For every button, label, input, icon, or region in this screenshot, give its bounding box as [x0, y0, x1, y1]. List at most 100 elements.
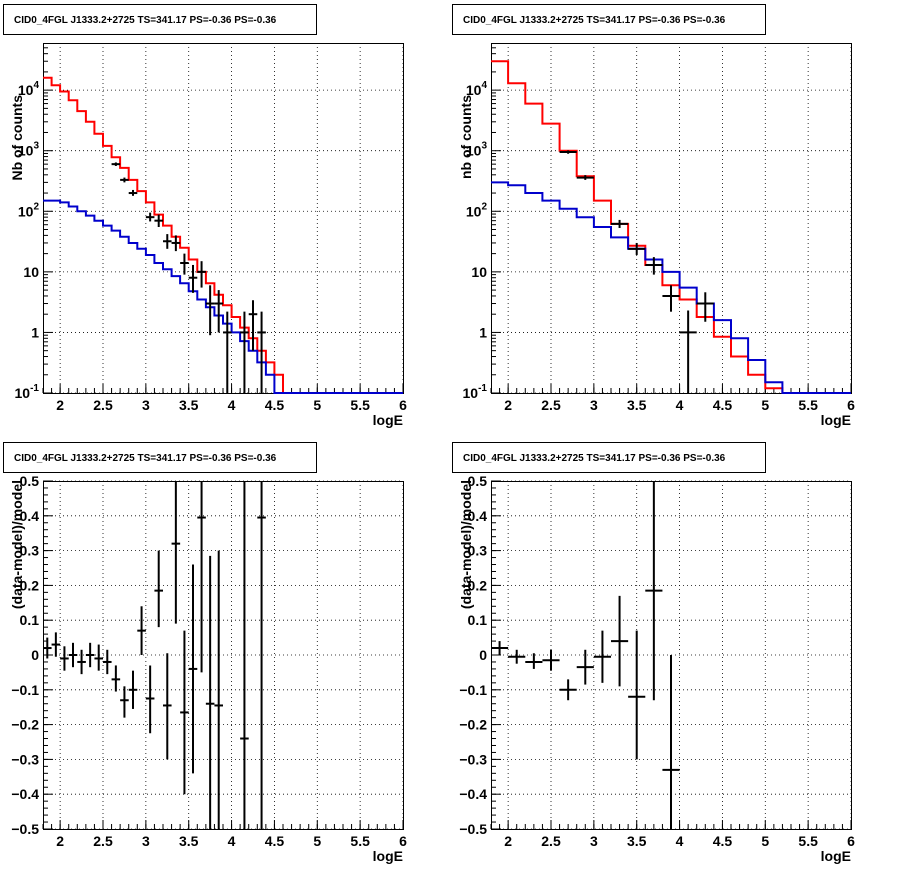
x-tick-label: 5: [761, 397, 769, 413]
x-tick-label: 3.5: [179, 397, 199, 413]
panel-1: CID0_4FGL J1333.2+2725 TS=341.17 PS=-0.3…: [3, 4, 407, 428]
data-point: [576, 649, 594, 685]
x-tick-label: 5.5: [798, 397, 818, 413]
x-tick-label: 2: [56, 833, 64, 849]
data-point: [51, 632, 61, 657]
y-tick-label: 0.5: [20, 473, 40, 489]
panel-3: CID0_4FGL J1333.2+2725 TS=341.17 PS=-0.3…: [3, 442, 407, 864]
data-point: [188, 264, 198, 293]
y-axis-label: (data-model)/model: [458, 480, 474, 609]
data-point: [645, 481, 663, 701]
data-point: [128, 670, 138, 709]
x-axis-label: logE: [373, 848, 403, 864]
data-point: [111, 162, 121, 166]
x-tick-label: 4: [228, 397, 236, 413]
y-tick-label: 10: [471, 264, 487, 280]
x-tick-label: 6: [399, 397, 407, 413]
y-tick-label: 102: [18, 201, 40, 219]
title-box: [452, 442, 766, 473]
data-point: [197, 261, 206, 288]
y-tick-label: 103: [466, 141, 488, 159]
data-point: [111, 665, 121, 692]
data-point: [77, 649, 86, 675]
data-point: [576, 175, 594, 180]
y-tick-label: 0.2: [468, 577, 488, 593]
data-point: [128, 189, 138, 196]
data-point: [223, 311, 232, 393]
x-tick-label: 2: [504, 833, 512, 849]
y-tick-label: 0.1: [468, 612, 488, 628]
plot-frame: [43, 43, 404, 394]
y-tick-label: 103: [18, 141, 40, 159]
x-tick-label: 2.5: [93, 833, 113, 849]
x-tick-label: 4: [676, 833, 684, 849]
data-point: [628, 630, 646, 760]
data-point: [559, 679, 577, 701]
x-tick-label: 6: [847, 397, 855, 413]
y-tick-label: −0.3: [459, 751, 487, 767]
y-tick-label: 1: [479, 324, 487, 340]
x-axis-label: logE: [373, 412, 403, 428]
data-point: [257, 311, 266, 393]
y-tick-label: 0.3: [20, 543, 40, 559]
data-point: [163, 653, 172, 760]
data-point: [525, 653, 543, 669]
x-axis-label: logE: [821, 412, 851, 428]
y-tick-label: 0.3: [468, 543, 488, 559]
y-axis-label: Nb of counts: [9, 95, 25, 181]
chart-title: CID0_4FGL J1333.2+2725 TS=341.17 PS=-0.3…: [14, 15, 277, 26]
data-point: [240, 481, 249, 829]
y-tick-label: −0.5: [459, 821, 487, 837]
data-point: [137, 606, 146, 655]
x-tick-label: 3: [590, 397, 598, 413]
data-point: [662, 285, 680, 312]
y-tick-label: 104: [18, 80, 40, 98]
data-point: [542, 649, 560, 671]
x-tick-label: 5.5: [798, 833, 818, 849]
data-point: [214, 290, 223, 333]
y-tick-label: 104: [466, 80, 488, 98]
panel-2: CID0_4FGL J1333.2+2725 TS=341.17 PS=-0.3…: [452, 4, 855, 428]
data-point: [645, 257, 663, 275]
y-tick-label: 10-1: [15, 383, 40, 401]
x-tick-label: 2: [56, 397, 64, 413]
x-tick-label: 5: [313, 397, 321, 413]
x-tick-label: 6: [399, 833, 407, 849]
x-tick-label: 2.5: [93, 397, 113, 413]
title-box: [3, 4, 317, 35]
component-model-histogram: [43, 199, 403, 394]
panel-4: CID0_4FGL J1333.2+2725 TS=341.17 PS=-0.3…: [452, 442, 855, 864]
y-tick-label: −0.1: [11, 682, 39, 698]
y-axis-label: nb of counts: [458, 95, 474, 179]
y-tick-label: 0.4: [20, 508, 40, 524]
x-tick-label: 4: [228, 833, 236, 849]
data-point: [154, 214, 163, 228]
data-point: [197, 481, 206, 673]
y-axis-label: (data-model)/model: [9, 480, 25, 609]
data-point: [180, 630, 189, 795]
y-tick-label: 0.5: [468, 473, 488, 489]
title-box: [3, 442, 317, 473]
x-tick-label: 5: [761, 833, 769, 849]
data-point: [85, 642, 95, 668]
data-point: [257, 481, 266, 829]
chart-title: CID0_4FGL J1333.2+2725 TS=341.17 PS=-0.3…: [463, 453, 726, 464]
data-point: [611, 219, 629, 228]
x-tick-label: 3: [590, 833, 598, 849]
x-tick-label: 2.5: [541, 833, 561, 849]
data-point: [43, 637, 52, 659]
x-tick-label: 4.5: [265, 833, 285, 849]
x-tick-label: 4.5: [713, 833, 733, 849]
x-tick-label: 4: [676, 397, 684, 413]
x-tick-label: 3: [142, 833, 150, 849]
x-tick-label: 5.5: [350, 833, 370, 849]
data-point: [240, 311, 249, 393]
y-tick-label: 0: [31, 647, 39, 663]
data-point: [154, 550, 163, 628]
y-tick-label: −0.1: [459, 682, 487, 698]
plot-frame: [491, 43, 852, 394]
data-point: [214, 550, 223, 829]
data-point: [248, 300, 258, 351]
